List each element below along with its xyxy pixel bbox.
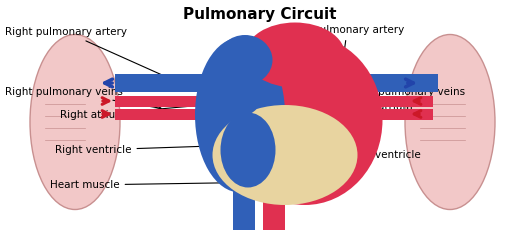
Text: Left ventricle: Left ventricle: [319, 148, 421, 160]
Text: Left atrium: Left atrium: [314, 102, 413, 116]
Bar: [283, 96, 433, 107]
Ellipse shape: [227, 75, 262, 115]
Text: Pulmonary Circuit: Pulmonary Circuit: [183, 7, 337, 22]
Ellipse shape: [213, 105, 358, 205]
Text: Heart muscle: Heart muscle: [50, 180, 276, 190]
Ellipse shape: [30, 34, 120, 210]
Bar: [283, 74, 438, 92]
Bar: [115, 96, 225, 107]
Text: Left pulmonary artery: Left pulmonary artery: [290, 25, 404, 79]
Ellipse shape: [195, 38, 285, 192]
FancyBboxPatch shape: [233, 45, 255, 230]
Text: Left pulmonary veins: Left pulmonary veins: [355, 87, 465, 102]
FancyBboxPatch shape: [263, 30, 285, 230]
Ellipse shape: [245, 22, 345, 88]
Text: Right pulmonary artery: Right pulmonary artery: [5, 27, 176, 82]
Text: Right ventricle: Right ventricle: [55, 143, 238, 155]
Bar: [115, 74, 237, 92]
Ellipse shape: [405, 34, 495, 210]
Ellipse shape: [217, 35, 272, 85]
Ellipse shape: [220, 112, 276, 188]
Bar: [115, 109, 225, 120]
Ellipse shape: [228, 35, 383, 205]
Text: Right atrium: Right atrium: [60, 101, 233, 120]
Bar: [283, 109, 433, 120]
Text: Right pulmonary veins: Right pulmonary veins: [5, 87, 161, 110]
